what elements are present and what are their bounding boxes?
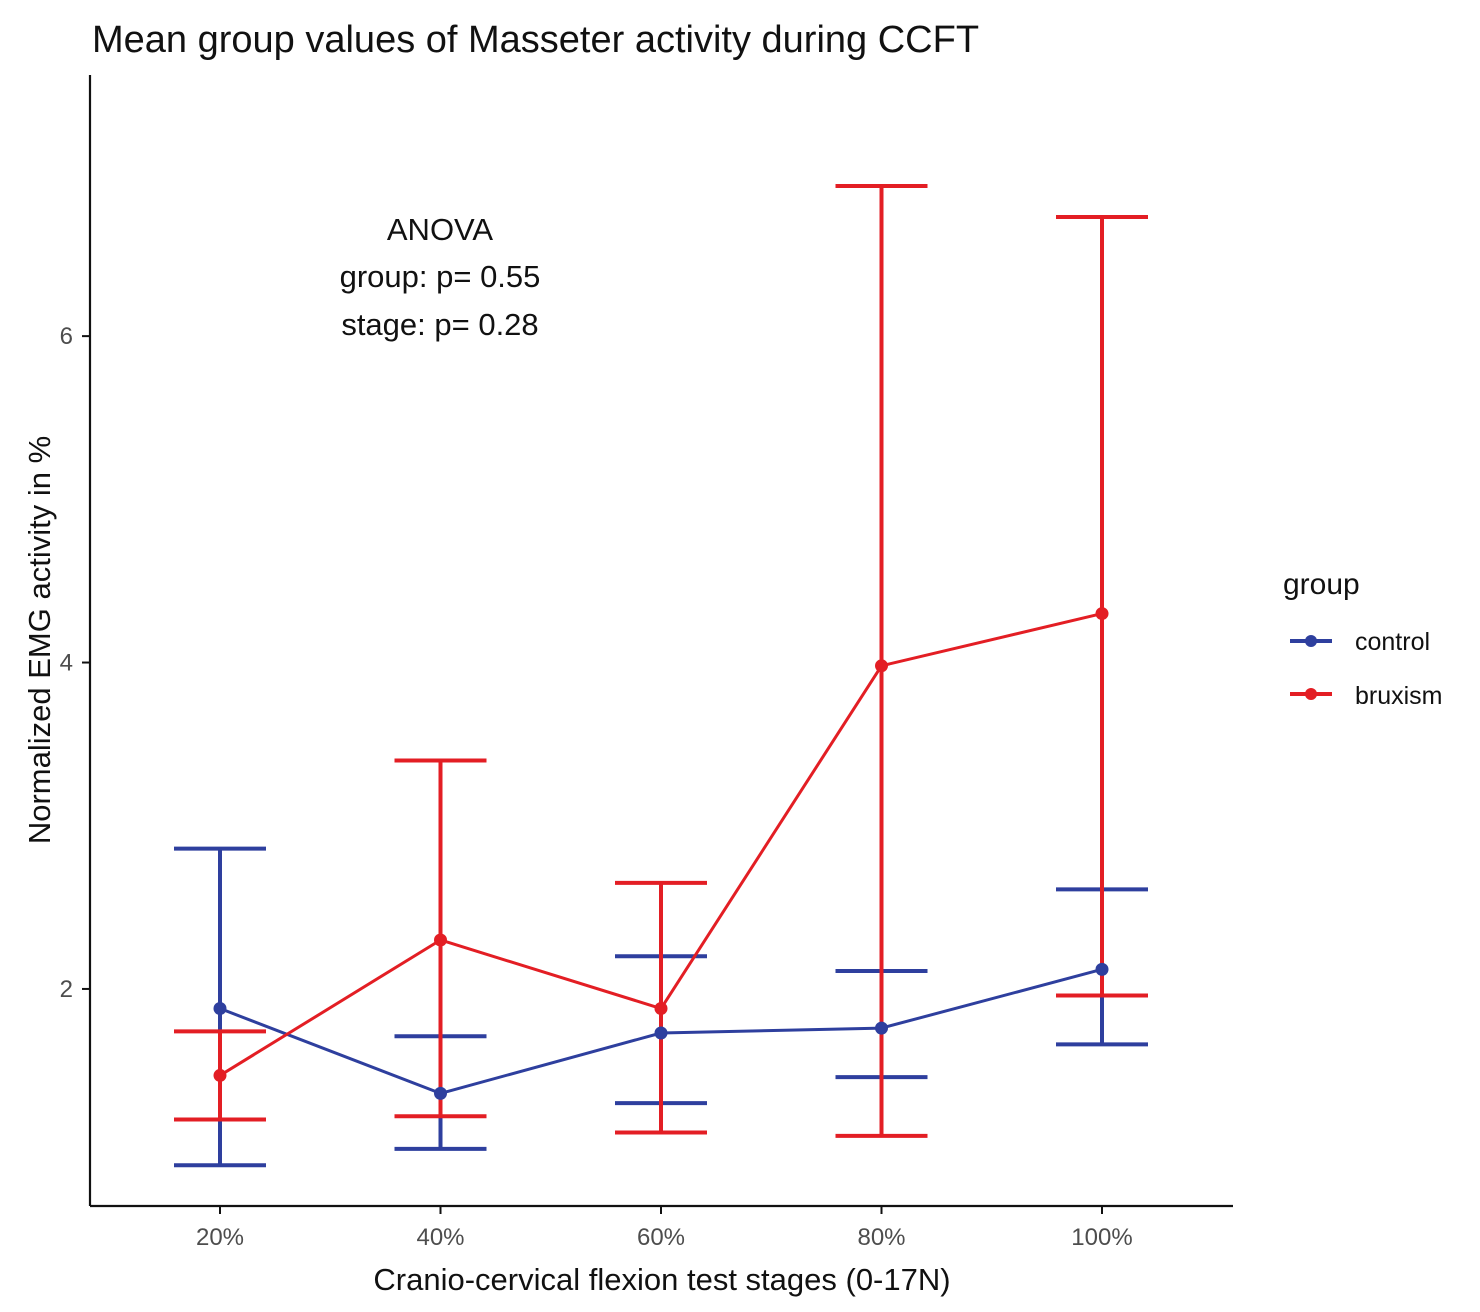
x-tick-label-80: 80% bbox=[857, 1224, 905, 1251]
chart-title: Mean group values of Masseter activity d… bbox=[92, 19, 979, 61]
y-axis-title: Normalized EMG activity in % bbox=[22, 436, 57, 844]
x-axis-title: Cranio-cervical flexion test stages (0-1… bbox=[373, 1262, 950, 1297]
bruxism-point-1 bbox=[434, 933, 447, 947]
control-point-1 bbox=[434, 1086, 447, 1100]
y-tick-label-2: 2 bbox=[60, 976, 73, 1003]
y-tick-label-4: 4 bbox=[60, 650, 73, 677]
bruxism-point-3 bbox=[875, 659, 888, 673]
axes: 2 4 6 20% 40% 60% 80% 100% bbox=[60, 75, 1233, 1251]
legend: group control bruxism bbox=[1283, 568, 1443, 710]
x-tick-label-40: 40% bbox=[416, 1224, 464, 1251]
legend-label-bruxism: bruxism bbox=[1355, 682, 1443, 710]
annotation-line-2: group: p= 0.55 bbox=[340, 259, 541, 294]
data-points bbox=[213, 607, 1109, 1100]
annotation-line-1: ANOVA bbox=[387, 212, 494, 247]
y-tick-label-6: 6 bbox=[60, 323, 73, 350]
control-point-2 bbox=[654, 1026, 668, 1040]
bruxism-point-4 bbox=[1095, 607, 1109, 621]
x-tick-label-60: 60% bbox=[637, 1224, 685, 1251]
control-point-0 bbox=[213, 1002, 227, 1016]
legend-label-control: control bbox=[1355, 628, 1430, 656]
control-point-3 bbox=[875, 1021, 888, 1035]
x-tick-label-20: 20% bbox=[196, 1224, 244, 1251]
error-bars bbox=[174, 183, 1148, 1168]
annotation-line-3: stage: p= 0.28 bbox=[341, 307, 538, 342]
bruxism-point-0 bbox=[213, 1068, 227, 1082]
legend-bruxism-point-key bbox=[1305, 688, 1317, 700]
legend-title: group bbox=[1283, 568, 1360, 601]
anova-annotation: ANOVA group: p= 0.55 stage: p= 0.28 bbox=[340, 212, 541, 342]
bruxism-point-2 bbox=[654, 1002, 668, 1016]
legend-control-point-key bbox=[1305, 635, 1317, 647]
control-point-4 bbox=[1095, 962, 1109, 976]
x-tick-label-100: 100% bbox=[1071, 1224, 1132, 1251]
